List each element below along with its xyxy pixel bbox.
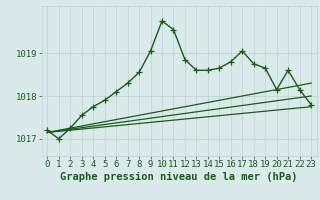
X-axis label: Graphe pression niveau de la mer (hPa): Graphe pression niveau de la mer (hPa)	[60, 172, 298, 182]
